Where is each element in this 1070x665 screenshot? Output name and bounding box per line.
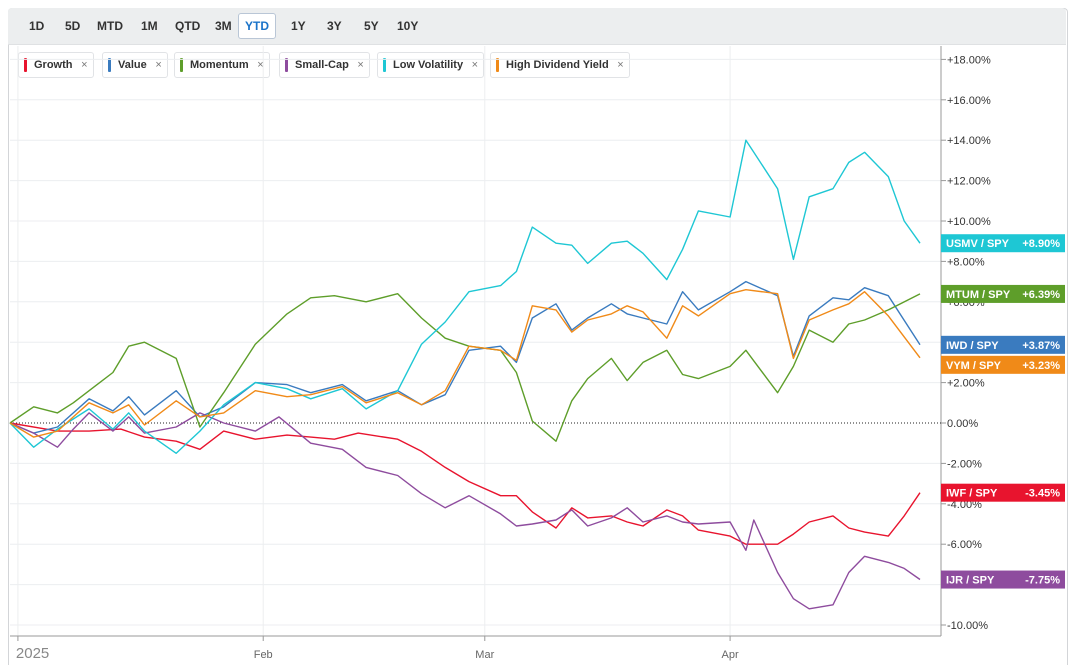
- range-button-1y[interactable]: 1Y: [291, 19, 306, 33]
- legend-label: High Dividend Yield: [506, 59, 609, 71]
- end-label-mtum-spy: [941, 284, 1065, 303]
- series-line-small-cap: [9, 412, 921, 610]
- legend-chip-small-cap[interactable]: Small-Cap ×: [279, 52, 370, 78]
- end-label-value: +3.23%: [1022, 360, 1060, 372]
- legend-chip-low-volatility[interactable]: Low Volatility ×: [377, 52, 485, 78]
- x-tick-label: Apr: [722, 649, 739, 661]
- end-label-value: +3.87%: [1022, 340, 1060, 352]
- end-label-ticker: IWF / SPY: [946, 488, 998, 500]
- y-tick-label: +8.00%: [947, 256, 985, 268]
- remove-series-icon[interactable]: ×: [357, 59, 364, 71]
- end-label-ticker: MTUM / SPY: [946, 289, 1011, 301]
- remove-series-icon[interactable]: ×: [81, 59, 88, 71]
- end-label-ticker: IWD / SPY: [946, 340, 999, 352]
- end-label-usmv-spy: [941, 234, 1065, 253]
- remove-series-icon[interactable]: ×: [257, 59, 264, 71]
- remove-series-icon[interactable]: ×: [617, 59, 624, 71]
- range-button-3y[interactable]: 3Y: [327, 19, 342, 33]
- y-tick-label: -10.00%: [947, 620, 988, 632]
- legend-color-swatch: [24, 58, 27, 72]
- end-label-ticker: IJR / SPY: [946, 575, 995, 587]
- remove-series-icon[interactable]: ×: [471, 59, 479, 71]
- end-label-ticker: USMV / SPY: [946, 238, 1010, 250]
- end-label-value: +6.39%: [1022, 289, 1060, 301]
- y-tick-label: -6.00%: [947, 539, 982, 551]
- range-button-1d[interactable]: 1D: [29, 19, 45, 33]
- end-label-vym-spy: [941, 355, 1065, 374]
- legend-chip-growth[interactable]: Growth ×: [18, 52, 94, 78]
- y-tick-label: +2.00%: [947, 378, 985, 390]
- legend-chip-high-dividend-yield[interactable]: High Dividend Yield ×: [490, 52, 630, 78]
- legend-color-swatch: [383, 58, 386, 72]
- end-label-iwf-spy: [941, 483, 1065, 502]
- range-button-mtd[interactable]: MTD: [97, 19, 123, 33]
- series-line-value: [9, 280, 921, 434]
- y-tick-label: +14.00%: [947, 135, 991, 147]
- end-label-value: +8.90%: [1022, 238, 1060, 250]
- y-tick-label: 0.00%: [947, 418, 978, 430]
- x-tick-label: Feb: [254, 649, 273, 661]
- legend-label: Momentum: [190, 59, 249, 71]
- legend-label: Small-Cap: [295, 59, 349, 71]
- series-line-momentum: [9, 293, 921, 442]
- legend-color-swatch: [285, 58, 288, 72]
- range-button-qtd[interactable]: QTD: [175, 19, 201, 33]
- legend-color-swatch: [108, 58, 111, 72]
- end-label-ijr-spy: [941, 570, 1065, 589]
- y-tick-label: -4.00%: [947, 499, 982, 511]
- end-label-iwd-spy: [941, 335, 1065, 354]
- x-tick-label: 2025: [16, 645, 49, 662]
- y-tick-label: +16.00%: [947, 95, 991, 107]
- range-button-10y[interactable]: 10Y: [397, 19, 419, 33]
- remove-series-icon[interactable]: ×: [155, 59, 162, 71]
- range-button-5y[interactable]: 5Y: [364, 19, 379, 33]
- y-tick-label: +10.00%: [947, 216, 991, 228]
- legend-label: Value: [118, 59, 147, 71]
- y-tick-label: +18.00%: [947, 54, 991, 66]
- legend-label: Low Volatility: [393, 59, 464, 71]
- range-button-1m[interactable]: 1M: [141, 19, 158, 33]
- series-line-low-volatility: [9, 139, 921, 454]
- series-line-high-dividend-yield: [9, 289, 921, 438]
- end-label-value: -7.75%: [1025, 575, 1060, 587]
- legend-label: Growth: [34, 59, 73, 71]
- end-label-value: -3.45%: [1025, 488, 1060, 500]
- y-tick-label: -2.00%: [947, 458, 982, 470]
- series-line-growth: [9, 422, 921, 545]
- x-tick-label: Mar: [475, 649, 494, 661]
- range-button-3m[interactable]: 3M: [215, 19, 232, 33]
- legend-chip-momentum[interactable]: Momentum ×: [174, 52, 270, 78]
- legend-color-swatch: [180, 58, 183, 72]
- range-button-ytd[interactable]: YTD: [238, 13, 276, 39]
- y-tick-label: +12.00%: [947, 176, 991, 188]
- legend-color-swatch: [496, 58, 499, 72]
- legend-chip-value[interactable]: Value ×: [102, 52, 168, 78]
- time-range-toolbar: 1D 5D MTD 1M QTD 3M YTD 1Y 3Y 5Y 10Y: [8, 8, 1066, 45]
- end-label-ticker: VYM / SPY: [946, 360, 1002, 372]
- range-button-5d[interactable]: 5D: [65, 19, 81, 33]
